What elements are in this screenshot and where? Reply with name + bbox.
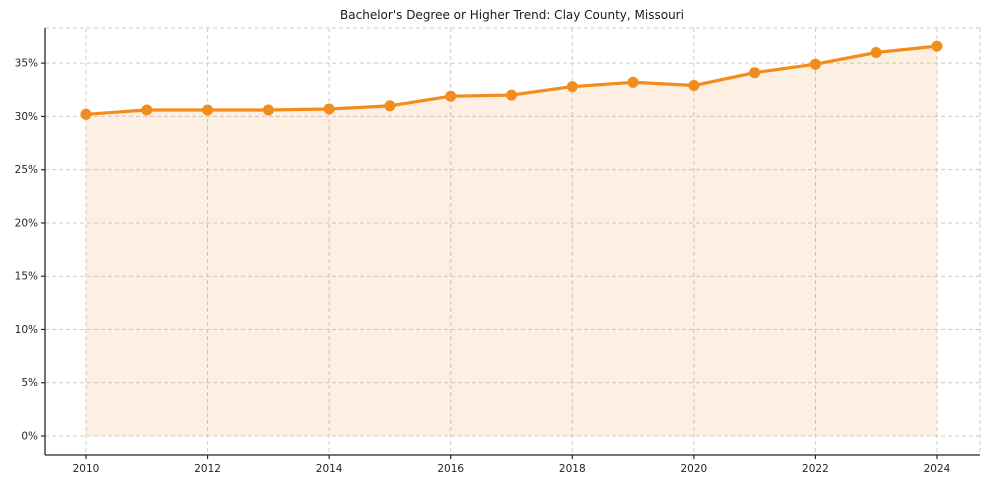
y-tick-label: 30% xyxy=(15,111,38,123)
x-tick-label: 2016 xyxy=(437,463,464,475)
x-tick-label: 2022 xyxy=(802,463,829,475)
data-point-marker xyxy=(749,67,761,79)
data-point-marker xyxy=(323,103,335,115)
data-point-marker xyxy=(384,100,396,112)
plot-area: 0% 5% 10% 15% 20% 25% 30% 35% 2010 2012 2014 2016 20… xyxy=(15,27,981,475)
x-tick-label: 2012 xyxy=(194,463,221,475)
data-point-marker xyxy=(141,104,153,116)
data-point-marker xyxy=(506,89,517,101)
data-point-marker xyxy=(688,80,700,91)
x-tick-label: 2010 xyxy=(73,463,100,475)
y-tick-label: 5% xyxy=(21,377,38,389)
data-point-marker xyxy=(566,81,578,93)
chart-title: Bachelor's Degree or Higher Trend: Clay … xyxy=(340,8,684,22)
data-point-marker xyxy=(870,47,882,58)
data-point-marker xyxy=(262,104,274,116)
y-tick-label: 20% xyxy=(15,217,38,229)
data-point-marker xyxy=(809,58,821,70)
x-tick-label: 2018 xyxy=(559,463,586,475)
y-tick-label: 10% xyxy=(15,324,38,336)
x-tick-label: 2020 xyxy=(680,463,707,475)
data-point-marker xyxy=(445,90,457,102)
x-tick-label: 2024 xyxy=(924,463,951,475)
data-point-marker xyxy=(627,76,639,88)
area-fill xyxy=(86,46,937,436)
y-tick-label: 35% xyxy=(15,58,38,70)
data-point-marker xyxy=(80,108,92,120)
y-tick-label: 0% xyxy=(21,431,38,443)
y-tick-label: 25% xyxy=(15,164,38,176)
data-point-marker xyxy=(202,104,214,116)
x-tick-label: 2014 xyxy=(316,463,343,475)
y-tick-label: 15% xyxy=(15,271,38,283)
data-point-marker xyxy=(931,40,943,52)
